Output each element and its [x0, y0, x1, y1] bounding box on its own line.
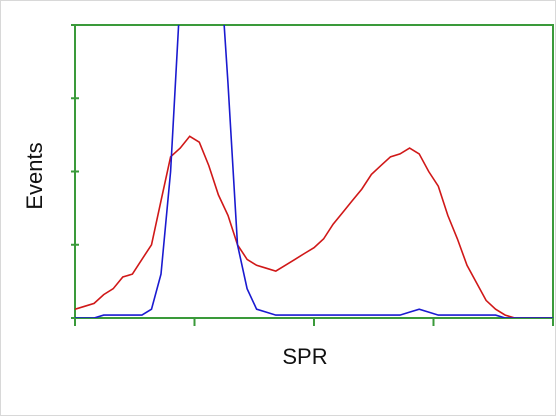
x-axis-label: SPR: [282, 344, 327, 369]
histogram-line: [75, 135, 553, 318]
series-group: [75, 25, 553, 318]
histogram-line: [75, 25, 553, 318]
y-axis-label: Events: [22, 142, 47, 209]
